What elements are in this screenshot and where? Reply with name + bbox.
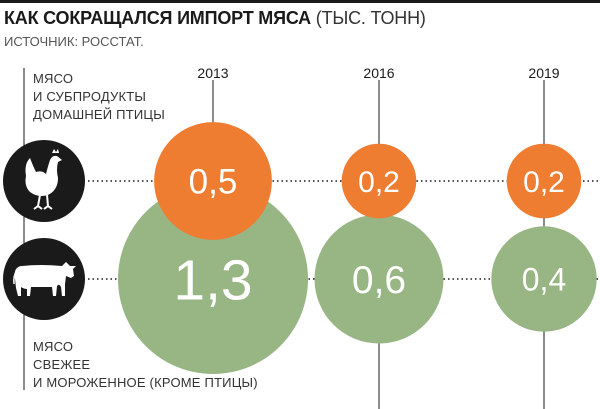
category-label-poultry-line: МЯСО: [33, 71, 74, 86]
bubbles-layer: 1,3 0,6 0,4 0,5 0,2 0,2: [118, 122, 597, 374]
bubble-label-poultry-2013: 0,5: [189, 163, 238, 202]
chicken-icon: [3, 140, 85, 222]
chart-title-main: КАК СОКРАЩАЛСЯ ИМПОРТ МЯСА: [4, 8, 311, 28]
cow-icon: [3, 238, 85, 320]
bubble-meat-2019: [491, 226, 597, 332]
category-label-poultry-line: ДОМАШНЕЙ ПТИЦЫ: [33, 107, 165, 122]
chart-title-unit: (ТЫС. ТОНН): [315, 8, 426, 28]
bubble-poultry-2019: [506, 143, 582, 219]
year-label-2016: 2016: [363, 65, 394, 81]
bubble-meat-2016: [314, 214, 444, 344]
chart-title: КАК СОКРАЩАЛСЯ ИМПОРТ МЯСА (ТЫС. ТОНН): [4, 8, 426, 29]
bubble-poultry-2016: [341, 143, 417, 219]
bubble-label-poultry-2016: 0,2: [358, 166, 400, 199]
bubble-label-meat-2019: 0,4: [522, 261, 566, 297]
bubble-meat-2013: [118, 184, 308, 374]
category-label-poultry-line: И СУБПРОДУКТЫ: [33, 89, 147, 104]
category-label-poultry: МЯСО И СУБПРОДУКТЫ ДОМАШНЕЙ ПТИЦЫ: [33, 70, 165, 124]
bubble-label-poultry-2019: 0,2: [523, 166, 565, 199]
header-rule: [0, 0, 600, 3]
bubble-label-meat-2013: 1,3: [173, 249, 252, 313]
category-label-meat-line: СВЕЖЕЕ: [33, 357, 91, 372]
category-label-meat: МЯСО СВЕЖЕЕ И МОРОЖЕННОЕ (КРОМЕ ПТИЦЫ): [33, 338, 258, 392]
year-label-2013: 2013: [197, 65, 228, 81]
chart-source: ИСТОЧНИК: РОССТАТ.: [4, 34, 144, 49]
bubble-poultry-2013: [154, 122, 272, 240]
bubble-label-meat-2016: 0,6: [352, 259, 406, 302]
category-label-meat-line: МЯСО: [33, 339, 74, 354]
category-label-meat-line: И МОРОЖЕННОЕ (КРОМЕ ПТИЦЫ): [33, 375, 258, 390]
year-label-2019: 2019: [528, 65, 559, 81]
